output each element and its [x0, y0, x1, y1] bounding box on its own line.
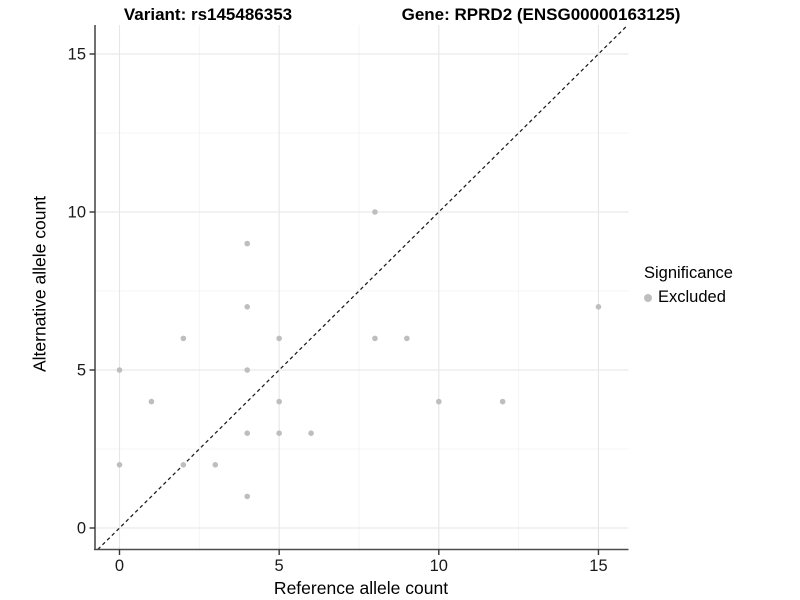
data-point: [148, 398, 155, 405]
x-axis-title: Reference allele count: [273, 578, 449, 598]
data-point: [180, 335, 187, 342]
data-point: [276, 335, 282, 342]
identity-reference-line: [97, 24, 629, 550]
legend: Significance Excluded: [644, 264, 733, 307]
legend-item-excluded: Excluded: [644, 288, 733, 307]
data-point: [372, 209, 378, 215]
data-point: [244, 493, 251, 500]
y-tick-label: 5: [77, 362, 86, 380]
data-point: [116, 462, 123, 468]
y-axis-title: Alternative allele count: [29, 195, 50, 373]
x-tick-label: 10: [430, 557, 448, 575]
data-point: [276, 398, 282, 405]
y-tick-label: 10: [68, 204, 86, 222]
data-point: [372, 335, 378, 342]
plot-title-gene: Gene: RPRD2 (ENSG00000163125): [401, 5, 681, 24]
y-tick-label: 15: [68, 46, 86, 64]
data-point: [180, 462, 187, 468]
x-tick-label: 15: [589, 557, 607, 575]
data-point: [212, 462, 219, 468]
data-point: [244, 304, 251, 310]
data-point: [499, 398, 506, 405]
data-point: [276, 430, 282, 437]
data-point: [244, 367, 251, 373]
legend-point-icon: [644, 293, 652, 302]
x-tick-label: 5: [275, 557, 284, 575]
data-point: [595, 304, 602, 310]
data-point: [116, 367, 123, 373]
data-point: [404, 335, 410, 342]
data-point: [244, 430, 251, 437]
plot-title-variant: Variant: rs145486353: [123, 5, 293, 24]
legend-title: Significance: [644, 264, 733, 282]
y-tick-label: 0: [77, 520, 86, 538]
data-point: [308, 430, 314, 437]
x-tick-label: 0: [115, 557, 124, 575]
data-point: [436, 398, 442, 405]
data-point: [244, 240, 251, 247]
legend-item-label: Excluded: [658, 288, 726, 306]
